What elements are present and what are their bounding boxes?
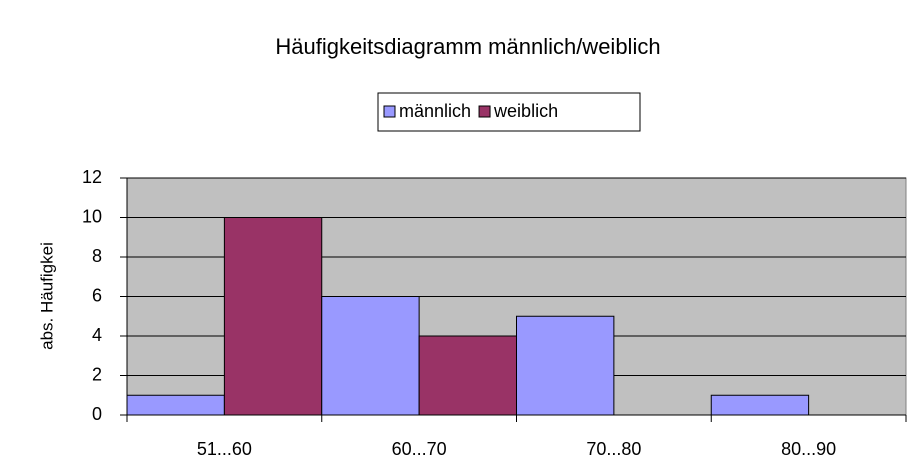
chart-title: Häufigkeitsdiagramm männlich/weiblich: [275, 34, 660, 59]
x-tick-label: 70...80: [586, 439, 641, 459]
y-axis-label: abs. Häufigkei: [37, 242, 56, 350]
y-tick-label: 6: [92, 285, 102, 305]
x-tick-label: 51...60: [197, 439, 252, 459]
legend-swatch: [478, 105, 491, 118]
bar: [516, 315, 615, 416]
bar: [418, 335, 517, 416]
bar: [126, 394, 225, 416]
legend-label: männlich: [399, 101, 471, 121]
y-tick-label: 4: [92, 325, 102, 345]
legend-swatch: [383, 105, 396, 118]
bar: [710, 394, 810, 416]
legend-box: [377, 92, 641, 132]
bar: [321, 296, 420, 416]
y-tick-label: 12: [82, 167, 102, 187]
x-tick-label: 80...90: [781, 439, 836, 459]
x-tick-label: 60...70: [392, 439, 447, 459]
y-tick-label: 8: [92, 246, 102, 266]
y-tick-label: 0: [92, 404, 102, 424]
y-tick-label: 2: [92, 364, 102, 384]
legend-label: weiblich: [493, 101, 558, 121]
bar: [223, 217, 323, 416]
y-tick-label: 10: [82, 206, 102, 226]
